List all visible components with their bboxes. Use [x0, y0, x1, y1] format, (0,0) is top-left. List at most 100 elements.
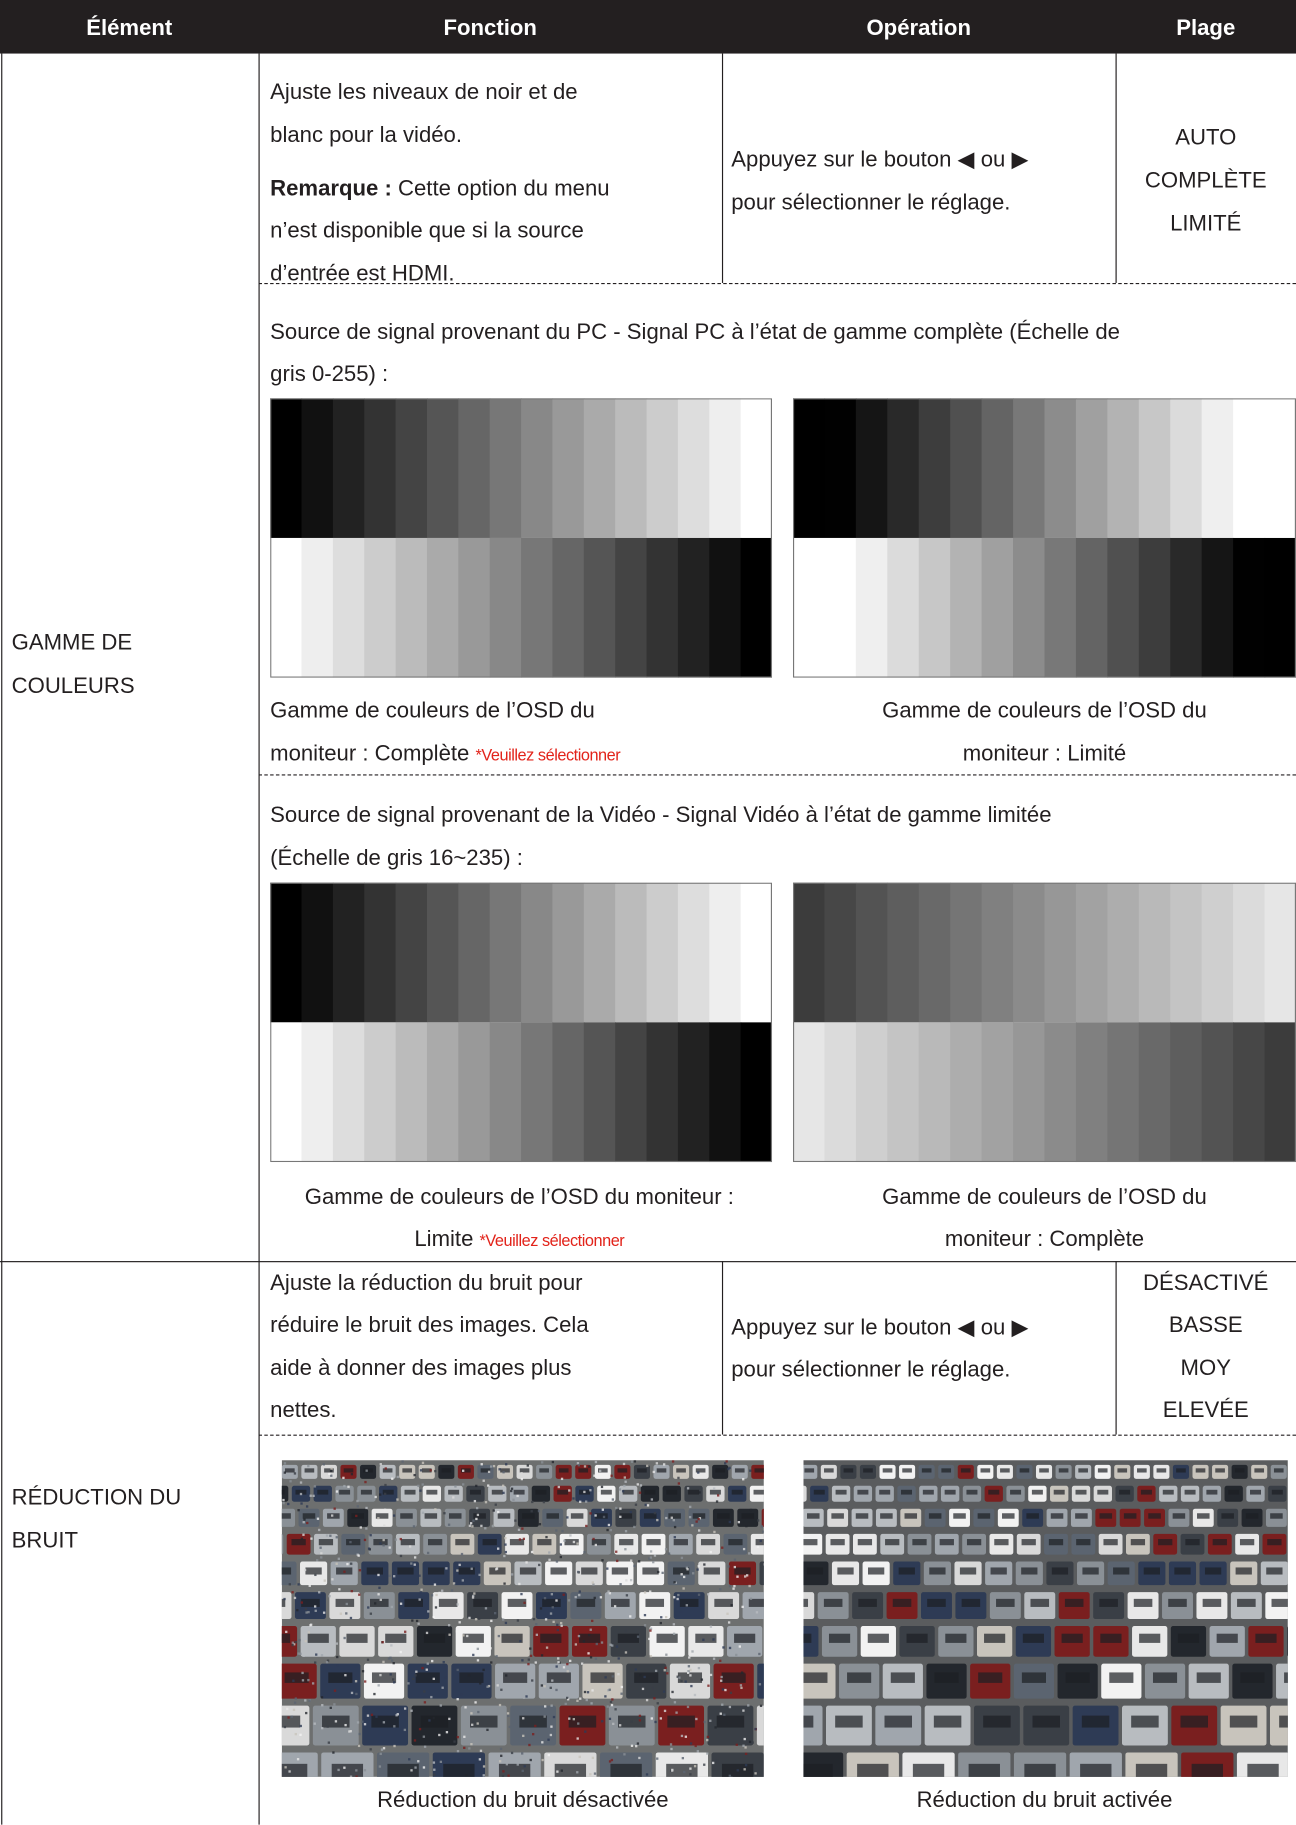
gray-step	[615, 398, 648, 538]
gray-step	[950, 882, 983, 1023]
gray-step	[677, 537, 710, 678]
function-text: nettes.	[270, 1398, 337, 1423]
gray-step	[646, 537, 679, 678]
gray-step	[792, 398, 826, 538]
gray-step	[426, 398, 460, 538]
gray-step	[855, 882, 888, 1023]
operation-text: Appuyez sur le bouton ◀ ou ▶	[731, 1315, 1029, 1340]
range-value: BASSE	[1168, 1313, 1243, 1338]
function-text: Ajuste la réduction du bruit pour	[270, 1270, 583, 1296]
function-text: réduire le bruit des images. Cela	[270, 1313, 589, 1338]
caption: Réduction du bruit désactivée	[377, 1787, 669, 1813]
caption: moniteur : Complète	[944, 1226, 1145, 1252]
range-value: DÉSACTIVÉ	[1143, 1270, 1269, 1296]
gray-step	[1264, 537, 1296, 678]
rule	[1115, 1261, 1117, 1435]
gray-step	[364, 398, 397, 538]
gray-step	[1201, 1022, 1234, 1163]
gray-step	[1264, 398, 1296, 538]
gray-step	[646, 882, 679, 1023]
gray-step	[1107, 537, 1140, 678]
rule	[258, 774, 1296, 776]
gray-step	[521, 398, 554, 538]
gray-step	[1233, 398, 1266, 538]
gray-step	[677, 398, 710, 538]
gray-step	[615, 537, 648, 678]
rule	[258, 282, 1296, 285]
gray-step	[1170, 398, 1203, 538]
gray-step	[458, 882, 491, 1023]
gray-step	[1170, 1022, 1203, 1163]
function-text: Ajuste les niveaux de noir et de	[270, 79, 578, 105]
gray-step	[521, 882, 554, 1023]
gray-step	[709, 882, 742, 1023]
gray-step	[1264, 1022, 1296, 1163]
gray-step	[332, 398, 365, 538]
gray-step	[332, 882, 365, 1023]
gray-step	[1138, 1022, 1171, 1163]
item-label: GAMME DE	[11, 630, 133, 655]
gray-step	[1013, 398, 1046, 538]
gray-step	[615, 1022, 648, 1163]
range-value: MOY	[1180, 1355, 1231, 1381]
gray-step	[887, 882, 920, 1023]
gray-step	[1233, 537, 1266, 678]
gray-step	[583, 398, 616, 538]
note-text: n’est disponible que si la source	[270, 218, 584, 243]
gray-step	[364, 1022, 397, 1163]
gray-step	[740, 882, 773, 1023]
gray-step	[709, 398, 742, 538]
gray-step	[1044, 882, 1077, 1023]
source-text: (Échelle de gris 16~235) :	[270, 845, 523, 871]
gray-step	[552, 537, 585, 678]
rule	[0, 1261, 1296, 1263]
gray-step	[981, 537, 1014, 678]
gray-step	[1170, 537, 1203, 678]
hint: *Veuillez sélectionner	[479, 1230, 625, 1249]
source-text: gris 0-255) :	[270, 361, 389, 387]
gray-step	[740, 398, 773, 538]
operation-text: pour sélectionner le réglage.	[731, 1357, 1011, 1382]
gray-step	[740, 1022, 773, 1163]
gray-step	[583, 882, 616, 1023]
grayscale-image	[792, 398, 1296, 678]
gray-step	[981, 882, 1014, 1023]
header-cell: Opération	[866, 15, 971, 41]
gray-step	[270, 537, 303, 678]
gray-step	[521, 537, 554, 678]
gray-step	[855, 537, 888, 678]
gray-step	[395, 1022, 428, 1163]
caption: Gamme de couleurs de l’OSD du moniteur :	[304, 1184, 734, 1210]
gray-step	[270, 1022, 303, 1163]
gray-step	[1201, 398, 1234, 538]
gray-step	[1107, 398, 1140, 538]
gray-step	[792, 1022, 826, 1163]
gray-step	[458, 398, 491, 538]
gray-step	[918, 398, 951, 538]
photo	[803, 1460, 1288, 1777]
header-bar	[0, 0, 1296, 54]
gray-step	[489, 537, 522, 678]
gray-step	[270, 398, 303, 538]
note-text: d’entrée est HDMI.	[270, 261, 455, 286]
item-label: BRUIT	[11, 1528, 79, 1553]
gray-step	[792, 537, 826, 678]
gray-step	[824, 1022, 857, 1163]
gray-step	[709, 537, 742, 678]
gray-step	[824, 882, 857, 1023]
gray-step	[646, 398, 679, 538]
gray-step	[981, 398, 1014, 538]
gray-step	[458, 1022, 491, 1163]
range-value: LIMITÉ	[1170, 211, 1242, 236]
gray-step	[1138, 398, 1171, 538]
gray-step	[1044, 537, 1077, 678]
gray-step	[489, 882, 522, 1023]
gray-step	[1138, 537, 1171, 678]
gray-step	[615, 882, 648, 1023]
gray-step	[1075, 398, 1109, 538]
item-label: RÉDUCTION DU	[11, 1485, 182, 1510]
photo	[281, 1460, 764, 1777]
gray-step	[918, 537, 951, 678]
caption: Réduction du bruit activée	[916, 1787, 1173, 1813]
gray-step	[1264, 882, 1296, 1023]
